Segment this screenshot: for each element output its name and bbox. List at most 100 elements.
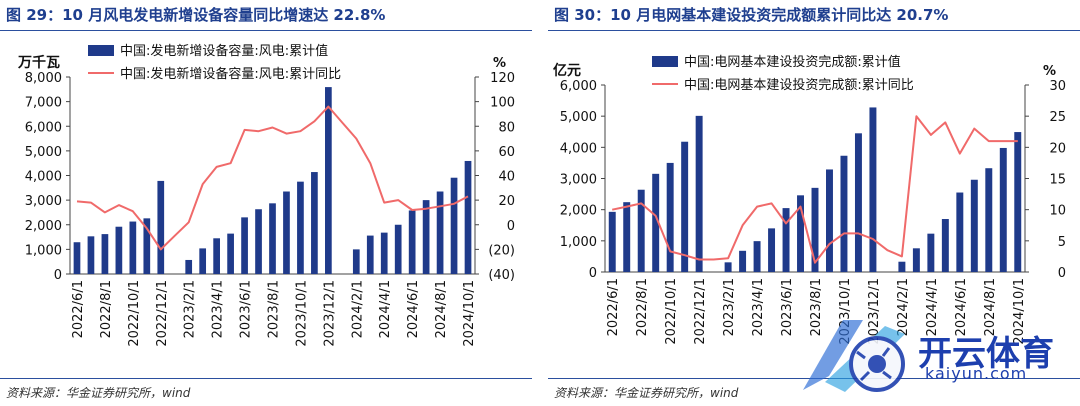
x-tick-label: 2022/6/1	[606, 278, 621, 336]
bar	[666, 162, 674, 272]
x-tick-label: 2024/10/1	[1012, 278, 1027, 345]
right-unit-label: %	[1043, 64, 1056, 79]
bar	[695, 115, 703, 272]
bar	[869, 107, 877, 272]
bar	[436, 191, 444, 274]
bar	[366, 235, 374, 274]
right-tick-label: 5	[1058, 235, 1066, 250]
x-tick-label: 2024/6/1	[406, 280, 421, 338]
x-tick-label: 2024/8/1	[434, 280, 449, 338]
bar	[283, 191, 290, 274]
x-tick-label: 2023/6/1	[239, 280, 254, 338]
x-tick-label: 2024/4/1	[925, 278, 940, 336]
bar	[143, 218, 151, 274]
x-tick-label: 2022/10/1	[664, 278, 679, 345]
bar	[956, 192, 964, 272]
bar	[681, 141, 689, 272]
x-tick-label: 2023/8/1	[809, 278, 824, 336]
left-tick-label: 6,000	[560, 79, 597, 94]
right-tick-label: 0	[1058, 266, 1066, 281]
title-rule	[548, 30, 1080, 31]
right-tick-label: 15	[1049, 173, 1066, 188]
x-tick-label: 2023/12/1	[322, 280, 337, 347]
bar	[826, 169, 833, 272]
right-chart-panel: 图 30：10 月电网基本建设投资完成额累计同比达 20.7% 亿元% 0 1,00…	[548, 0, 1080, 406]
right-tick-label: 30	[1049, 79, 1066, 94]
bar	[811, 187, 819, 272]
x-tick-label: 2022/12/1	[155, 280, 170, 347]
legend-line-label: 中国:电网基本建设投资完成额:累计同比	[684, 77, 914, 93]
bar	[652, 173, 660, 272]
left-tick-label: 4,000	[560, 141, 597, 156]
bar	[227, 233, 234, 274]
bar	[199, 248, 207, 274]
x-tick-label: 2023/8/1	[267, 280, 282, 338]
source-rule	[0, 378, 532, 379]
bar	[797, 195, 804, 272]
x-tick-label: 2024/2/1	[896, 278, 911, 336]
bar	[422, 200, 430, 274]
right-tick-label: 80	[498, 120, 515, 135]
watermark-url: kaiyun.com	[925, 364, 1028, 383]
bar	[325, 87, 332, 274]
bar	[768, 228, 776, 272]
watermark-brand: 开云体育	[918, 334, 1054, 374]
right-unit-label: %	[493, 56, 506, 71]
bar	[101, 234, 109, 274]
bar	[912, 248, 920, 272]
bar	[352, 249, 360, 274]
bar	[255, 209, 262, 274]
bar	[637, 189, 645, 272]
x-tick-label: 2022/8/1	[635, 278, 650, 336]
left-tick-label: 6,000	[25, 120, 62, 135]
x-tick-label: 2024/10/1	[462, 280, 477, 347]
x-tick-label: 2022/12/1	[693, 278, 708, 345]
left-tick-label: 8,000	[25, 71, 62, 86]
bar	[311, 172, 318, 274]
bar	[129, 221, 137, 274]
grid-investment-chart: 亿元 % 0 1,000 2,000 3,000 4,000 5,000 6,000 0 5 10 15…	[553, 54, 1066, 345]
bar	[464, 160, 472, 274]
left-tick-label: 0	[589, 266, 597, 281]
legend-line-label: 中国:发电新增设备容量:风电:累计同比	[120, 66, 341, 82]
x-tick-label: 2024/2/1	[350, 280, 365, 338]
bar	[269, 203, 276, 274]
bar	[87, 236, 95, 274]
bar	[927, 233, 935, 272]
left-tick-label: 1,000	[560, 235, 597, 250]
bar	[724, 262, 732, 272]
bar	[941, 219, 949, 272]
bar	[840, 155, 848, 272]
left-tick-label: 0	[54, 268, 62, 283]
left-chart-panel: 图 29：10 月风电发电新增设备容量同比增速达 22.8% 万千瓦% 0 1,00…	[0, 0, 532, 406]
left-tick-label: 5,000	[560, 110, 597, 125]
source-note: 资料来源：华金证券研究所，wind	[6, 386, 191, 400]
x-tick-label: 2024/8/1	[983, 278, 998, 336]
bar	[782, 208, 790, 272]
bar	[380, 232, 388, 274]
bar	[241, 217, 248, 274]
bar	[898, 261, 906, 272]
x-tick-label: 2023/4/1	[211, 280, 226, 338]
bar	[999, 147, 1007, 272]
bar	[753, 241, 761, 272]
bar	[408, 210, 416, 274]
right-tick-label: (40)	[488, 268, 515, 283]
right-tick-label: 0	[507, 219, 515, 234]
left-tick-label: 2,000	[25, 219, 62, 234]
x-tick-label: 2022/10/1	[127, 280, 142, 347]
panel-title: 图 29：10 月风电发电新增设备容量同比增速达 22.8%	[6, 6, 386, 24]
x-tick-label: 2024/4/1	[378, 280, 393, 338]
legend-bar-label: 中国:电网基本建设投资完成额:累计值	[684, 54, 901, 70]
x-tick-label: 2023/2/1	[183, 280, 198, 338]
wind-capacity-chart: 万千瓦 % 0 1,000 2,000 3,000 4,000 5,000 6,000 7,000…	[17, 43, 515, 347]
bar	[450, 177, 458, 274]
x-tick-label: 2023/2/1	[722, 278, 737, 336]
left-tick-label: 4,000	[25, 170, 62, 185]
panel-title: 图 30：10 月电网基本建设投资完成额累计同比达 20.7%	[554, 6, 949, 24]
legend-bar-label: 中国:发电新增设备容量:风电:累计值	[120, 43, 328, 59]
bar	[157, 180, 165, 274]
source-note: 资料来源：华金证券研究所，wind	[554, 386, 739, 400]
bar	[1014, 132, 1022, 272]
bar	[608, 211, 616, 272]
